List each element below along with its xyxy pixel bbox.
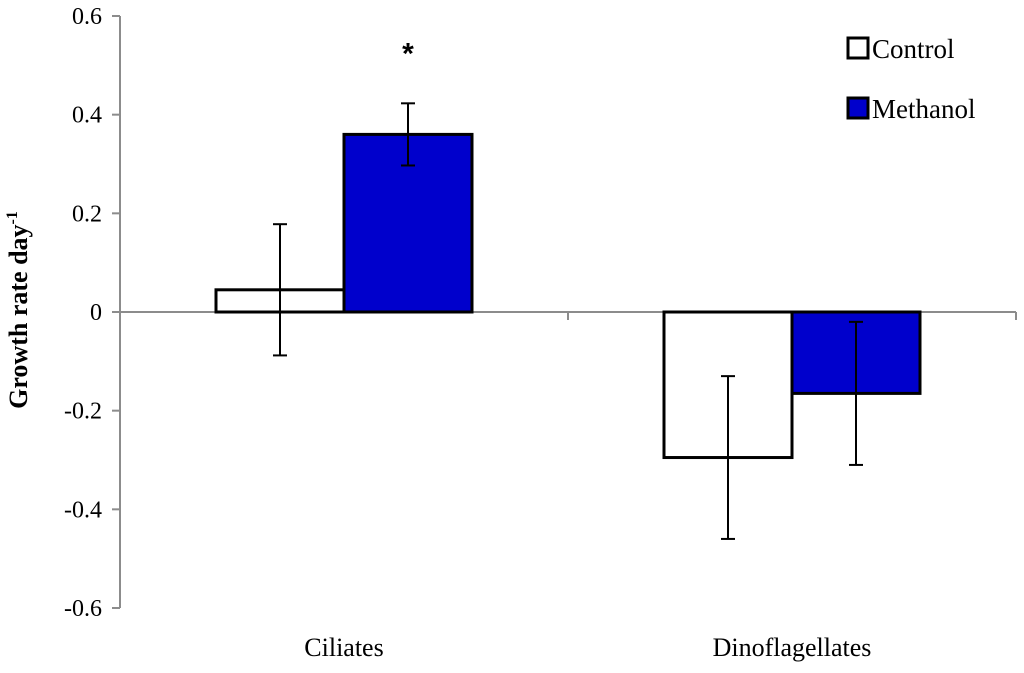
y-tick-label: 0.6 bbox=[72, 4, 102, 30]
category-label: Ciliates bbox=[304, 633, 383, 662]
y-tick-label: -0.2 bbox=[64, 399, 102, 425]
y-axis-label-sup: -1 bbox=[4, 211, 21, 224]
y-tick-label: 0.2 bbox=[72, 201, 102, 227]
y-tick-label: -0.4 bbox=[64, 497, 102, 523]
significance-marker: * bbox=[402, 37, 414, 70]
y-axis-label: Growth rate day-1 bbox=[4, 211, 33, 409]
bars bbox=[214, 132, 922, 460]
legend-swatch-methanol bbox=[846, 96, 870, 120]
error-bars bbox=[273, 102, 863, 540]
y-axis-label-main: Growth rate day bbox=[4, 224, 33, 408]
y-tick-label: -0.6 bbox=[64, 596, 102, 622]
y-tick-label: 0 bbox=[90, 300, 102, 326]
annotations: * bbox=[402, 37, 414, 70]
legend: Control Methanol bbox=[846, 34, 975, 124]
legend-label-methanol: Methanol bbox=[872, 94, 975, 124]
category-labels: Ciliates Dinoflagellates bbox=[304, 633, 871, 662]
legend-swatch-control bbox=[846, 36, 870, 60]
y-tick-label: 0.4 bbox=[72, 103, 102, 129]
y-tick-labels: 0.6 0.4 0.2 0 -0.2 -0.4 -0.6 bbox=[64, 4, 102, 622]
category-label: Dinoflagellates bbox=[713, 633, 872, 662]
legend-label-control: Control bbox=[872, 34, 955, 64]
